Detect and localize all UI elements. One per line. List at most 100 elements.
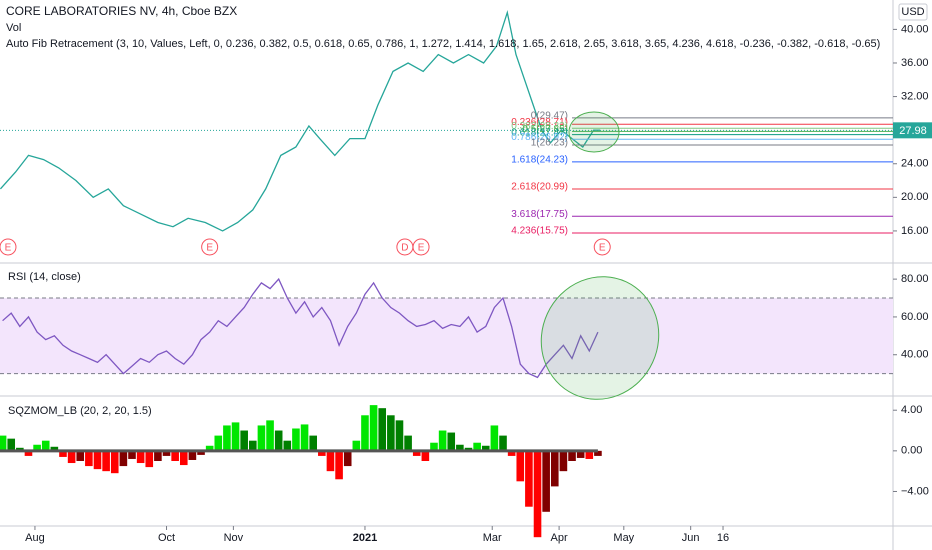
momentum-bar xyxy=(266,420,274,451)
y-tick-label: 16.00 xyxy=(901,225,929,237)
y-tick-label: 40.00 xyxy=(901,23,929,35)
momentum-bar xyxy=(300,424,309,451)
momentum-bar xyxy=(67,450,76,464)
momentum-bar xyxy=(542,450,550,512)
momentum-bar xyxy=(533,450,542,538)
momentum-bar xyxy=(231,422,240,451)
momentum-bar xyxy=(240,430,248,451)
last-price-box xyxy=(893,122,932,139)
momentum-bar xyxy=(335,450,343,480)
fib-label: 1.618(24.23) xyxy=(511,154,568,165)
momentum-bar xyxy=(136,450,145,464)
y-tick-label: 36.00 xyxy=(901,57,929,69)
momentum-bar xyxy=(274,430,283,451)
momentum-bar xyxy=(188,450,197,460)
momentum-bar xyxy=(41,440,50,451)
momentum-bar xyxy=(352,440,361,451)
volume-label: Vol xyxy=(6,22,21,34)
momentum-bar xyxy=(223,425,231,451)
event-marker xyxy=(201,238,219,256)
fib-label: 0.236(28.71) xyxy=(511,117,568,128)
momentum-bar xyxy=(568,450,576,461)
y-tick-label: 80.00 xyxy=(901,273,929,285)
momentum-bar xyxy=(85,450,93,467)
momentum-bar xyxy=(438,430,447,451)
y-tick-label: 32.00 xyxy=(901,90,929,102)
plot-layer: 0(29.47)0.236(28.71)0.382(28.23)0.5(27.8… xyxy=(0,10,897,538)
fib-label: 0.382(28.23) xyxy=(511,121,568,132)
x-tick-label: Jun xyxy=(682,532,700,544)
momentum-bar xyxy=(59,450,67,457)
x-tick-label: 16 xyxy=(717,532,729,544)
fib-label: 0(29.47) xyxy=(531,110,568,121)
y-tick-label: 60.00 xyxy=(901,311,929,323)
event-label: D xyxy=(401,243,408,254)
fib-label: 0.786(26.92) xyxy=(511,132,568,143)
momentum-bar xyxy=(249,440,257,451)
currency-label: USD xyxy=(901,6,924,18)
price-line xyxy=(0,10,601,232)
annotation-ellipse xyxy=(540,276,660,400)
momentum-bar xyxy=(464,447,473,451)
momentum-bar xyxy=(24,450,33,456)
momentum-bar xyxy=(369,405,378,451)
momentum-bar xyxy=(76,450,85,461)
momentum-bar xyxy=(525,450,533,507)
momentum-bar xyxy=(585,450,594,459)
event-marker xyxy=(593,238,611,256)
momentum-bar xyxy=(481,445,490,451)
momentum-bar xyxy=(361,415,369,451)
momentum-bar xyxy=(550,450,559,487)
momentum-bar xyxy=(576,450,585,458)
y-tick-label: −4.00 xyxy=(901,485,929,497)
momentum-bar xyxy=(404,435,412,451)
momentum-bar xyxy=(257,425,266,451)
event-marker xyxy=(0,238,17,256)
indicator-label: SQZMOM_LB (20, 2, 20, 1.5) xyxy=(8,405,152,417)
x-tick-label: Nov xyxy=(224,532,244,544)
momentum-bar xyxy=(447,432,456,451)
event-label: E xyxy=(599,243,606,254)
event-label: E xyxy=(418,243,425,254)
fib-label: 4.236(15.75) xyxy=(511,226,568,237)
momentum-bar xyxy=(0,435,7,451)
momentum-bar xyxy=(456,444,464,451)
momentum-bar xyxy=(119,450,128,467)
last-price-label: 27.98 xyxy=(899,125,927,137)
momentum-bar xyxy=(145,450,154,468)
fib-label: 2.618(20.99) xyxy=(511,182,568,193)
rsi-band xyxy=(0,298,893,374)
momentum-bar xyxy=(507,450,516,456)
event-label: E xyxy=(5,243,12,254)
momentum-bar xyxy=(421,450,430,461)
momentum-bar xyxy=(378,408,387,451)
momentum-bar xyxy=(214,435,223,451)
y-tick-label: 40.00 xyxy=(901,349,929,361)
x-tick-label: May xyxy=(613,532,634,544)
currency-box xyxy=(898,3,928,21)
momentum-bar xyxy=(7,438,16,451)
momentum-bar xyxy=(162,450,171,456)
y-tick-label: 4.00 xyxy=(901,404,922,416)
event-marker xyxy=(412,238,430,256)
momentum-bar xyxy=(33,444,41,451)
momentum-bar xyxy=(197,450,205,455)
indicator-label: Auto Fib Retracement (3, 10, Values, Lef… xyxy=(6,38,880,50)
y-tick-label: 24.00 xyxy=(901,158,929,170)
momentum-bar xyxy=(387,415,395,451)
x-tick-label: Apr xyxy=(551,532,568,544)
momentum-bar xyxy=(102,450,110,472)
momentum-bar xyxy=(93,450,102,470)
momentum-bar xyxy=(50,446,59,451)
momentum-bar xyxy=(16,447,24,451)
momentum-bar xyxy=(283,440,292,451)
momentum-bar xyxy=(499,435,507,451)
momentum-bar xyxy=(430,442,438,451)
y-tick-label: 0.00 xyxy=(901,445,922,457)
momentum-bar xyxy=(594,450,602,456)
annotation-ellipse xyxy=(568,111,620,153)
momentum-bar xyxy=(412,450,421,456)
x-tick-label: Oct xyxy=(158,532,175,544)
